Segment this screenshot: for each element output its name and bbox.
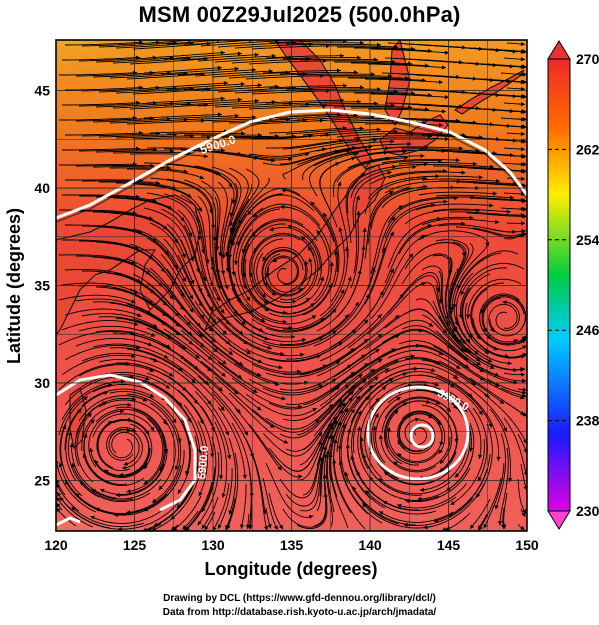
- credit-data: Data from http://database.rish.kyoto-u.a…: [162, 607, 437, 618]
- map-title: MSM 00Z29Jul2025 (500.0hPa): [138, 2, 461, 27]
- y-axis-ticks: 25 30 35 40 45: [34, 83, 50, 489]
- x-axis-ticks: 120 125 130 135 140 145 150: [44, 537, 539, 553]
- y-tick-label: 30: [34, 375, 50, 391]
- contour-label: 5900.0: [196, 445, 211, 480]
- colorbar-tick-label: 230: [576, 503, 599, 519]
- x-tick-label: 145: [437, 537, 461, 553]
- colorbar-max-arrow: [547, 40, 571, 60]
- x-tick-label: 130: [201, 537, 225, 553]
- y-tick-label: 35: [34, 278, 50, 294]
- colorbar-min-arrow: [547, 510, 571, 530]
- x-tick-label: 120: [44, 537, 68, 553]
- y-axis-label: Latitude (degrees): [4, 208, 24, 364]
- height-contour-5900: [56, 108, 527, 527]
- x-axis-label: Longitude (degrees): [204, 559, 377, 579]
- colorbar-tick-label: 262: [576, 141, 599, 157]
- colorbar-scale: [547, 58, 571, 512]
- credit-drawing: Drawing by DCL (https://www.gfd-dennou.o…: [163, 593, 436, 604]
- x-tick-label: 150: [515, 537, 539, 553]
- cold-anomaly-patch: [56, 40, 176, 100]
- colorbar-tick-label: 246: [576, 322, 599, 338]
- lat-lon-grid: [56, 40, 527, 531]
- x-tick-label: 140: [358, 537, 382, 553]
- colorbar: 270 262 254 246 238 230: [547, 40, 599, 530]
- x-tick-label: 125: [123, 537, 147, 553]
- y-tick-label: 25: [34, 472, 50, 488]
- x-tick-label: 135: [280, 537, 304, 553]
- colorbar-tick-label: 238: [576, 413, 599, 429]
- y-tick-label: 45: [34, 83, 50, 99]
- colorbar-tick-label: 270: [576, 51, 599, 67]
- plot-frame: [55, 39, 528, 532]
- y-tick-label: 40: [34, 180, 50, 196]
- colorbar-tick-label: 254: [576, 232, 599, 248]
